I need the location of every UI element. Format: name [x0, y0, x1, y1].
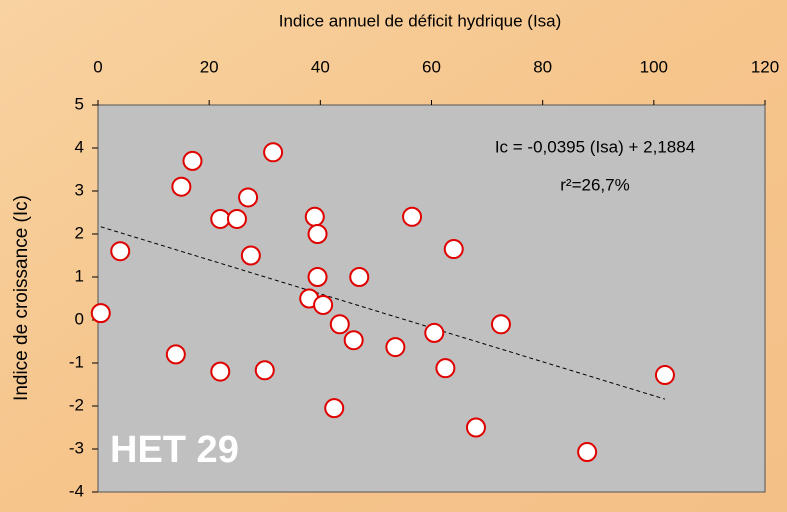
y-tick-label: 4: [75, 137, 84, 156]
point: [313, 294, 334, 315]
plot-area: [97, 104, 766, 493]
point: [254, 360, 275, 381]
point: [465, 417, 486, 438]
point: [343, 330, 364, 351]
point: [171, 176, 192, 197]
point: [402, 206, 423, 227]
y-tick-label: 1: [75, 266, 84, 285]
y-tick-label: -2: [69, 395, 84, 414]
point: [240, 245, 261, 266]
point: [210, 208, 231, 229]
point: [443, 239, 464, 260]
y-tick-label: -1: [69, 352, 84, 371]
x-tick-label: 20: [200, 57, 219, 76]
point: [165, 344, 186, 365]
trendline: [100, 226, 666, 400]
point: [435, 358, 456, 379]
point: [654, 365, 675, 386]
point: [577, 442, 598, 463]
x-tick-label: 100: [640, 57, 668, 76]
point: [238, 187, 259, 208]
x-tick-label: 40: [311, 57, 330, 76]
x-tick-label: 120: [751, 57, 779, 76]
y-tick-label: 3: [75, 180, 84, 199]
point: [263, 142, 284, 163]
x-tick-label: 0: [93, 57, 102, 76]
point: [424, 322, 445, 343]
point: [307, 224, 328, 244]
point: [324, 398, 345, 419]
point: [385, 337, 406, 358]
point: [329, 314, 350, 335]
r-squared: r²=26,7%: [560, 175, 629, 194]
x-tick-label: 60: [422, 57, 441, 76]
point: [349, 267, 370, 287]
point: [182, 150, 203, 171]
y-tick-label: 2: [75, 223, 84, 242]
site-label: HET 29: [110, 429, 239, 471]
point: [490, 314, 511, 335]
y-tick-label: 5: [75, 94, 84, 113]
point: [307, 267, 328, 287]
y-axis-label: Indice de croissance (Ic): [11, 195, 32, 401]
point: [210, 361, 231, 382]
point: [226, 208, 247, 229]
point: [304, 206, 325, 227]
y-tick-label: 0: [75, 309, 84, 328]
point: [110, 241, 131, 262]
equation: Ic = -0,0395 (Isa) + 2,1884: [495, 137, 695, 156]
y-tick-label: -4: [69, 481, 84, 500]
x-tick-label: 80: [533, 57, 552, 76]
x-axis-label: Indice annuel de déficit hydrique (Isa): [279, 11, 562, 30]
y-tick-label: -3: [69, 438, 84, 457]
point: [90, 303, 111, 324]
